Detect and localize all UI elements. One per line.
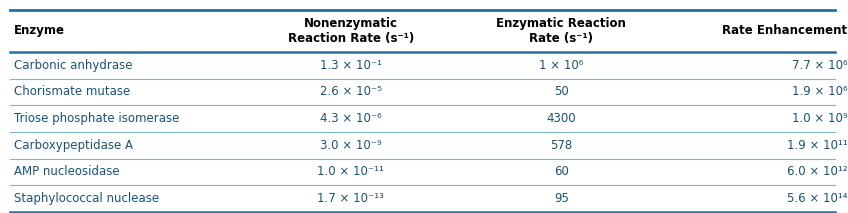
Text: Chorismate mutase: Chorismate mutase	[14, 85, 131, 98]
Text: 50: 50	[554, 85, 569, 98]
Text: Carboxypeptidase A: Carboxypeptidase A	[14, 139, 133, 152]
Text: 6.0 × 10¹²: 6.0 × 10¹²	[787, 166, 847, 178]
Text: Triose phosphate isomerase: Triose phosphate isomerase	[14, 112, 180, 125]
Text: 1.9 × 10⁶: 1.9 × 10⁶	[792, 85, 847, 98]
Text: 4.3 × 10⁻⁶: 4.3 × 10⁻⁶	[320, 112, 382, 125]
Text: 1.0 × 10⁻¹¹: 1.0 × 10⁻¹¹	[317, 166, 384, 178]
Text: 1.0 × 10⁹: 1.0 × 10⁹	[792, 112, 847, 125]
Text: 4300: 4300	[546, 112, 576, 125]
Text: 1.9 × 10¹¹: 1.9 × 10¹¹	[787, 139, 847, 152]
Text: 7.7 × 10⁶: 7.7 × 10⁶	[792, 59, 847, 72]
Text: 60: 60	[554, 166, 569, 178]
Text: 1.3 × 10⁻¹: 1.3 × 10⁻¹	[320, 59, 382, 72]
Text: 5.6 × 10¹⁴: 5.6 × 10¹⁴	[787, 192, 847, 205]
Text: Nonenzymatic
Reaction Rate (s⁻¹): Nonenzymatic Reaction Rate (s⁻¹)	[287, 17, 414, 45]
Text: Enzyme: Enzyme	[14, 24, 65, 37]
Text: Enzymatic Reaction
Rate (s⁻¹): Enzymatic Reaction Rate (s⁻¹)	[496, 17, 626, 45]
Text: 3.0 × 10⁻⁹: 3.0 × 10⁻⁹	[320, 139, 382, 152]
Text: Staphylococcal nuclease: Staphylococcal nuclease	[14, 192, 159, 205]
Text: 1 × 10⁶: 1 × 10⁶	[539, 59, 583, 72]
Text: 578: 578	[550, 139, 572, 152]
Text: 95: 95	[554, 192, 569, 205]
Text: 1.7 × 10⁻¹³: 1.7 × 10⁻¹³	[317, 192, 384, 205]
Text: 2.6 × 10⁻⁵: 2.6 × 10⁻⁵	[320, 85, 382, 98]
Text: Carbonic anhydrase: Carbonic anhydrase	[14, 59, 132, 72]
Text: Rate Enhancement: Rate Enhancement	[722, 24, 847, 37]
Text: AMP nucleosidase: AMP nucleosidase	[14, 166, 120, 178]
